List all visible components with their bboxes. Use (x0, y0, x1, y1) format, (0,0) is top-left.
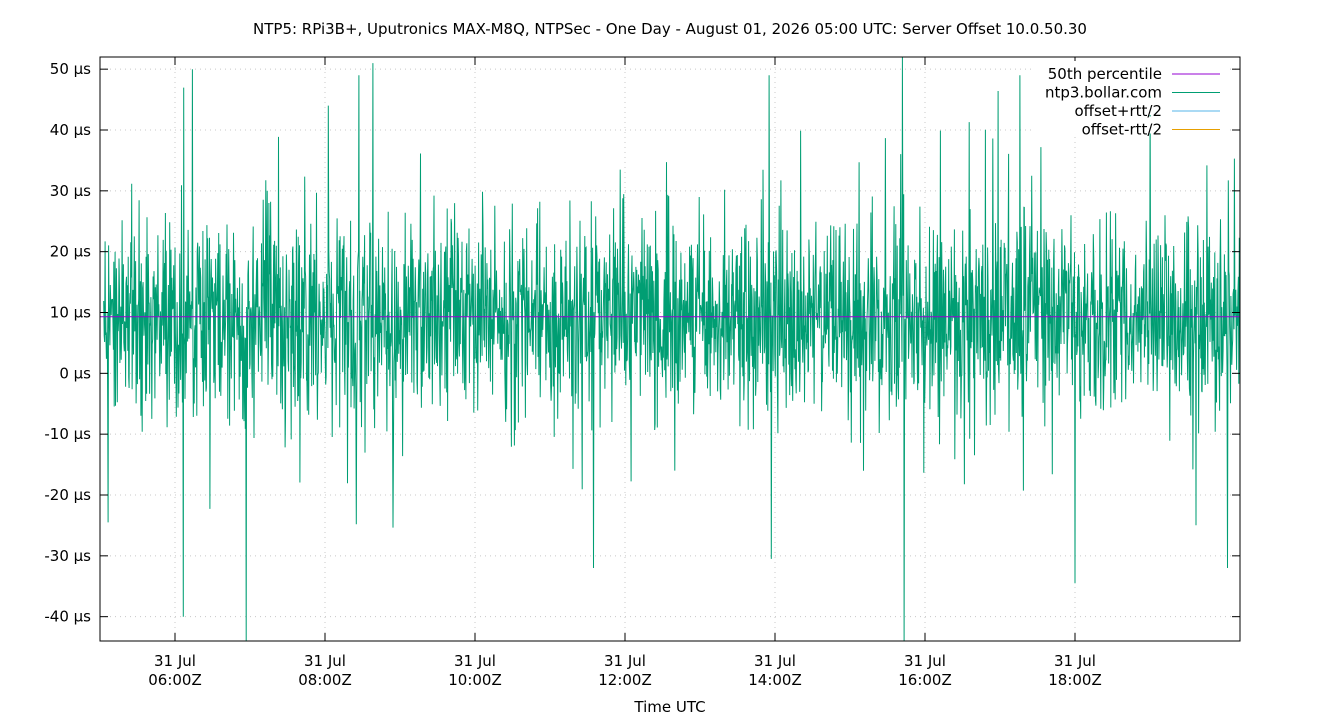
series-layer (100, 56, 1240, 642)
y-tick-label: -40 µs (44, 608, 91, 626)
y-tick-label: -20 µs (44, 486, 91, 504)
x-tick-date-label: 31 Jul (904, 652, 946, 670)
x-tick-date-label: 31 Jul (754, 652, 796, 670)
y-tick-label: -30 µs (44, 547, 91, 565)
y-tick-label: 30 µs (50, 182, 91, 200)
y-tick-label: 40 µs (50, 121, 91, 139)
series-ntp3-line (103, 56, 1240, 642)
x-tick-time-label: 08:00Z (298, 671, 352, 689)
y-tick-label: 0 µs (59, 364, 91, 382)
x-axis-label: Time UTC (633, 698, 705, 716)
legend-label: offset-rtt/2 (1082, 121, 1162, 139)
y-tick-label: 10 µs (50, 304, 91, 322)
x-tick-time-label: 06:00Z (148, 671, 202, 689)
plot-border (99, 56, 1241, 642)
x-tick-date-label: 31 Jul (304, 652, 346, 670)
y-tick-label: 20 µs (50, 243, 91, 261)
x-tick-date-label: 31 Jul (604, 652, 646, 670)
x-tick-time-label: 10:00Z (448, 671, 502, 689)
axes (99, 56, 1241, 642)
x-tick-date-label: 31 Jul (454, 652, 496, 670)
x-tick-date-label: 31 Jul (1054, 652, 1096, 670)
y-axis-ticks: -40 µs -30 µs -20 µs -10 µs 0 µs 10 µs 20 µs 30… (44, 60, 1240, 626)
y-tick-label: -10 µs (44, 425, 91, 443)
x-tick-time-label: 12:00Z (598, 671, 652, 689)
x-tick-date-label: 31 Jul (154, 652, 196, 670)
x-tick-time-label: 16:00Z (898, 671, 952, 689)
legend-label: offset+rtt/2 (1074, 102, 1162, 120)
legend-label: 50th percentile (1048, 65, 1162, 83)
y-tick-label: 50 µs (50, 60, 91, 78)
x-tick-time-label: 14:00Z (748, 671, 802, 689)
chart-title: NTP5: RPi3B+, Uputronics MAX-M8Q, NTPSec… (253, 20, 1087, 38)
legend-label: ntp3.bollar.com (1045, 84, 1162, 102)
legend: 50th percentilentp3.bollar.comoffset+rtt… (1034, 61, 1230, 139)
x-tick-time-label: 18:00Z (1048, 671, 1102, 689)
